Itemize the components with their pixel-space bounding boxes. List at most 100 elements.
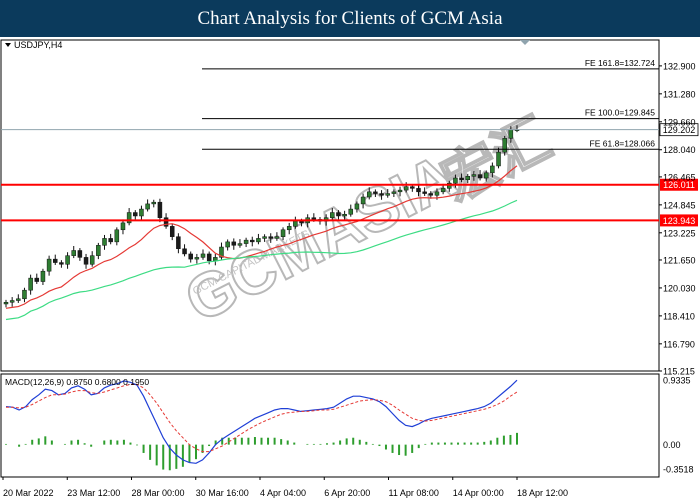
price-tick-label: 116.790: [663, 339, 695, 349]
candle-body: [354, 203, 360, 210]
candle[interactable]: [34, 273, 40, 284]
candle[interactable]: [157, 198, 163, 223]
candle[interactable]: [262, 234, 267, 242]
candle[interactable]: [200, 249, 206, 260]
candle[interactable]: [126, 208, 132, 226]
symbol-label[interactable]: USDJPY,H4: [14, 40, 62, 50]
candle[interactable]: [65, 252, 70, 269]
candle[interactable]: [280, 227, 286, 241]
candle[interactable]: [133, 210, 138, 220]
candle[interactable]: [354, 201, 360, 213]
candle[interactable]: [40, 268, 46, 285]
candle-body: [268, 236, 273, 239]
symbol-dropdown-icon[interactable]: [5, 43, 11, 47]
macd-tick-label: -0.3518: [663, 465, 694, 475]
main-panel[interactable]: [0, 39, 660, 372]
candle[interactable]: [336, 210, 341, 220]
macd-tick-label: 0.9335: [663, 376, 691, 386]
candle-body: [496, 151, 501, 167]
candle-body: [391, 191, 397, 194]
candle-body: [274, 236, 280, 239]
candle[interactable]: [96, 242, 101, 260]
candle[interactable]: [256, 233, 261, 245]
candle-body: [3, 301, 9, 305]
candle[interactable]: [145, 199, 150, 212]
candle[interactable]: [391, 189, 397, 198]
support-price-label: 126.011: [663, 180, 695, 190]
candle[interactable]: [9, 297, 15, 307]
candle[interactable]: [53, 254, 58, 265]
candle-body: [403, 186, 409, 191]
macd-panel[interactable]: [0, 373, 660, 478]
candle-body: [71, 250, 76, 256]
candle-body: [416, 188, 421, 193]
candle[interactable]: [250, 236, 255, 247]
banner-title: Chart Analysis for Clients of GCM Asia: [197, 7, 503, 29]
fib-level-label: FE 100.0=129.845: [585, 108, 655, 118]
candle[interactable]: [188, 251, 193, 263]
candle-body: [453, 177, 458, 184]
candle[interactable]: [114, 227, 120, 246]
candle[interactable]: [16, 294, 21, 303]
candle[interactable]: [274, 232, 280, 241]
candle[interactable]: [366, 187, 372, 200]
candle[interactable]: [3, 299, 9, 308]
candle[interactable]: [416, 184, 421, 197]
candle[interactable]: [71, 246, 76, 259]
candle[interactable]: [169, 223, 175, 241]
candle[interactable]: [243, 237, 249, 248]
candle[interactable]: [360, 193, 366, 209]
candle[interactable]: [447, 180, 452, 192]
candle-body: [225, 241, 230, 248]
candle[interactable]: [120, 219, 126, 235]
candle[interactable]: [465, 173, 470, 184]
candle[interactable]: [422, 187, 427, 196]
candle-body: [286, 226, 292, 231]
scroll-marker-icon[interactable]: [520, 40, 530, 45]
candle[interactable]: [139, 205, 144, 221]
candle[interactable]: [286, 222, 292, 235]
candle[interactable]: [83, 253, 89, 269]
candle[interactable]: [22, 287, 27, 303]
candle[interactable]: [471, 171, 477, 181]
candle[interactable]: [237, 239, 243, 248]
candle[interactable]: [194, 253, 200, 264]
candle[interactable]: [28, 274, 33, 295]
candle[interactable]: [268, 233, 273, 243]
candle[interactable]: [397, 186, 403, 197]
candle[interactable]: [108, 233, 113, 245]
candle[interactable]: [151, 199, 157, 208]
macd-label: MACD(12,26,9) 0.8750 0.6800 0.1950: [5, 377, 149, 387]
candle[interactable]: [477, 170, 483, 181]
candle[interactable]: [176, 233, 181, 254]
candle[interactable]: [225, 239, 230, 251]
candle[interactable]: [496, 147, 501, 169]
candle[interactable]: [483, 170, 489, 182]
candle[interactable]: [490, 162, 495, 178]
candle[interactable]: [77, 248, 83, 261]
price-tick-label: 132.900: [663, 61, 696, 71]
candle[interactable]: [502, 135, 507, 156]
candle[interactable]: [348, 204, 354, 217]
candle-body: [194, 257, 200, 260]
candle[interactable]: [459, 173, 464, 183]
candle-body: [65, 255, 70, 265]
candle[interactable]: [182, 244, 187, 257]
candle-body: [397, 189, 403, 193]
candle[interactable]: [379, 190, 384, 200]
candle[interactable]: [342, 210, 347, 221]
candle[interactable]: [231, 238, 237, 250]
candle[interactable]: [89, 251, 95, 267]
candle[interactable]: [219, 242, 224, 260]
candle[interactable]: [373, 189, 378, 198]
candle-body: [120, 222, 126, 231]
candle[interactable]: [385, 189, 390, 198]
candle[interactable]: [330, 208, 335, 221]
candle[interactable]: [46, 255, 52, 276]
time-tick-label: 28 Mar 00:00: [132, 488, 185, 498]
candle[interactable]: [102, 234, 107, 250]
candle[interactable]: [59, 260, 64, 268]
candle-body: [385, 193, 390, 196]
time-tick-label: 23 Mar 12:00: [67, 488, 120, 498]
